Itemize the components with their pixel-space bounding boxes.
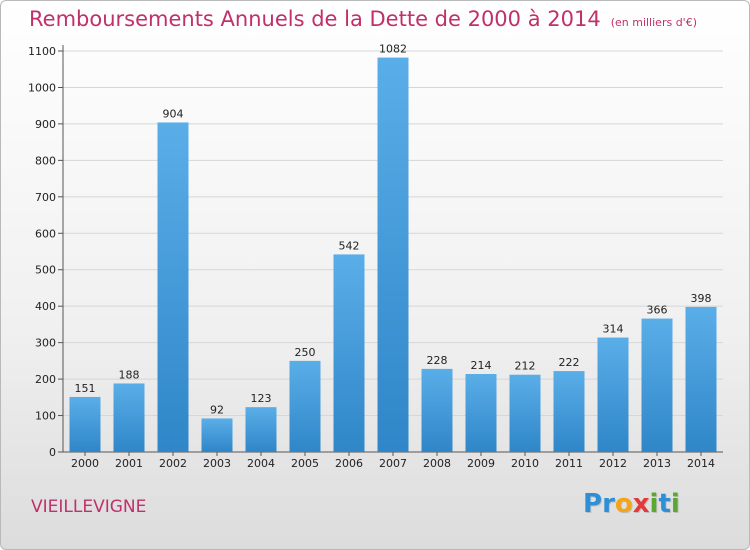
- data-label: 92: [210, 403, 224, 416]
- logo-letter: t: [658, 489, 671, 519]
- logo-letter: r: [602, 489, 615, 519]
- x-tick-label: 2009: [467, 457, 495, 470]
- data-label: 188: [119, 368, 140, 381]
- proxiti-logo: Proxiti: [583, 489, 680, 519]
- bar: [509, 374, 541, 452]
- x-tick-label: 2002: [159, 457, 187, 470]
- bar: [685, 306, 717, 452]
- y-tick-label: 700: [35, 191, 56, 204]
- commune-name: VIEILLEVIGNE: [31, 497, 147, 517]
- y-tick-label: 900: [35, 118, 56, 131]
- bar: [157, 122, 189, 452]
- bar: [201, 418, 233, 452]
- x-tick-label: 2008: [423, 457, 451, 470]
- bar: [289, 360, 321, 452]
- logo-letter: i: [670, 489, 680, 519]
- title-text: Remboursements Annuels de la Dette de 20…: [29, 7, 601, 31]
- y-tick-label: 600: [35, 227, 56, 240]
- bar: [553, 371, 585, 452]
- x-tick-label: 2012: [599, 457, 627, 470]
- x-tick-label: 2013: [643, 457, 671, 470]
- data-label: 250: [295, 346, 316, 359]
- data-label: 214: [471, 359, 492, 372]
- y-tick-label: 800: [35, 154, 56, 167]
- data-label: 212: [515, 360, 536, 373]
- y-tick-label: 1100: [28, 45, 56, 58]
- y-tick-label: 0: [49, 446, 56, 459]
- data-label: 398: [691, 292, 712, 305]
- logo-letter: x: [632, 489, 650, 519]
- x-tick-label: 2005: [291, 457, 319, 470]
- bar: [377, 57, 409, 452]
- bar: [333, 254, 365, 452]
- logo-letter: o: [614, 489, 633, 519]
- data-label: 123: [251, 392, 272, 405]
- y-tick-label: 500: [35, 264, 56, 277]
- x-tick-label: 2004: [247, 457, 275, 470]
- data-label: 314: [603, 323, 624, 336]
- logo-letter: i: [649, 489, 659, 519]
- data-label: 1082: [379, 43, 407, 56]
- x-tick-label: 2003: [203, 457, 231, 470]
- data-label: 542: [339, 239, 360, 252]
- logo-letter: P: [583, 489, 603, 519]
- data-label: 222: [559, 356, 580, 369]
- y-tick-label: 1000: [28, 81, 56, 94]
- y-tick-label: 200: [35, 373, 56, 386]
- bar: [113, 383, 145, 452]
- chart-title: Remboursements Annuels de la Dette de 20…: [29, 7, 697, 31]
- x-tick-label: 2007: [379, 457, 407, 470]
- x-tick-label: 2006: [335, 457, 363, 470]
- bar: [69, 396, 101, 452]
- data-label: 151: [75, 382, 96, 395]
- x-tick-label: 2011: [555, 457, 583, 470]
- x-tick-label: 2000: [71, 457, 99, 470]
- y-tick-label: 400: [35, 300, 56, 313]
- x-tick-label: 2014: [687, 457, 715, 470]
- bar: [421, 368, 453, 452]
- y-tick-label: 300: [35, 337, 56, 350]
- data-label: 228: [427, 354, 448, 367]
- data-label: 366: [647, 304, 668, 317]
- x-tick-label: 2010: [511, 457, 539, 470]
- y-tick-label: 100: [35, 410, 56, 423]
- data-label: 904: [163, 107, 184, 120]
- bar: [597, 337, 629, 452]
- x-tick-label: 2001: [115, 457, 143, 470]
- bar: [641, 318, 673, 452]
- bar: [465, 373, 497, 452]
- bar: [245, 407, 277, 452]
- title-unit: (en milliers d'€): [610, 16, 697, 29]
